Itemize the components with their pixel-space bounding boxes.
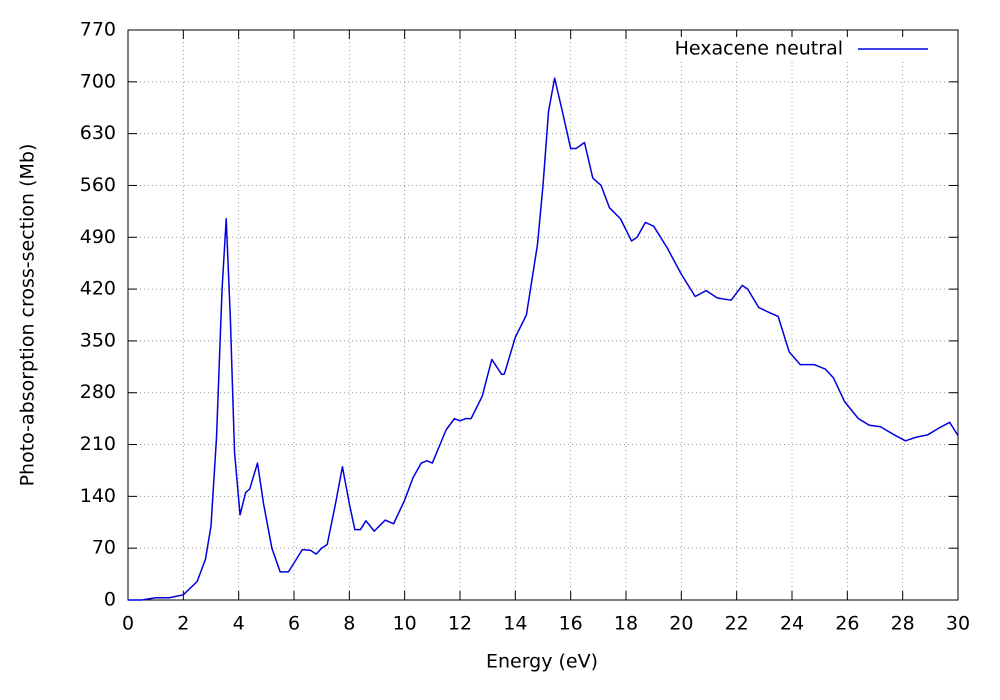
- x-tick-label: 2: [177, 613, 189, 635]
- y-tick-label: 560: [80, 174, 116, 196]
- y-axis-label: Photo-absorption cross-section (Mb): [17, 144, 39, 487]
- x-tick-label: 28: [891, 613, 915, 635]
- x-tick-label: 6: [288, 613, 300, 635]
- x-tick-label: 12: [448, 613, 472, 635]
- y-tick-label: 70: [92, 537, 116, 559]
- y-tick-label: 350: [80, 329, 116, 351]
- x-tick-label: 0: [122, 613, 134, 635]
- y-tick-label: 140: [80, 485, 116, 507]
- x-tick-label: 4: [233, 613, 245, 635]
- x-axis-label: Energy (eV): [486, 651, 598, 673]
- x-tick-label: 30: [946, 613, 970, 635]
- x-tick-label: 8: [343, 613, 355, 635]
- y-tick-label: 700: [80, 70, 116, 92]
- x-tick-label: 26: [835, 613, 859, 635]
- y-tick-label: 0: [104, 589, 116, 611]
- x-tick-label: 18: [614, 613, 638, 635]
- x-tick-label: 16: [559, 613, 583, 635]
- y-tick-label: 280: [80, 381, 116, 403]
- data-line: [128, 77, 959, 601]
- legend-label: Hexacene neutral: [675, 38, 843, 60]
- y-tick-label: 210: [80, 433, 116, 455]
- y-tick-label: 490: [80, 226, 116, 248]
- y-tick-label: 630: [80, 122, 116, 144]
- y-tick-label: 770: [80, 19, 116, 41]
- x-tick-label: 10: [393, 613, 417, 635]
- y-tick-label: 420: [80, 278, 116, 300]
- x-tick-label: 20: [669, 613, 693, 635]
- x-tick-label: 22: [725, 613, 749, 635]
- x-tick-label: 14: [503, 613, 527, 635]
- x-tick-label: 24: [780, 613, 804, 635]
- plot-frame: [127, 29, 959, 601]
